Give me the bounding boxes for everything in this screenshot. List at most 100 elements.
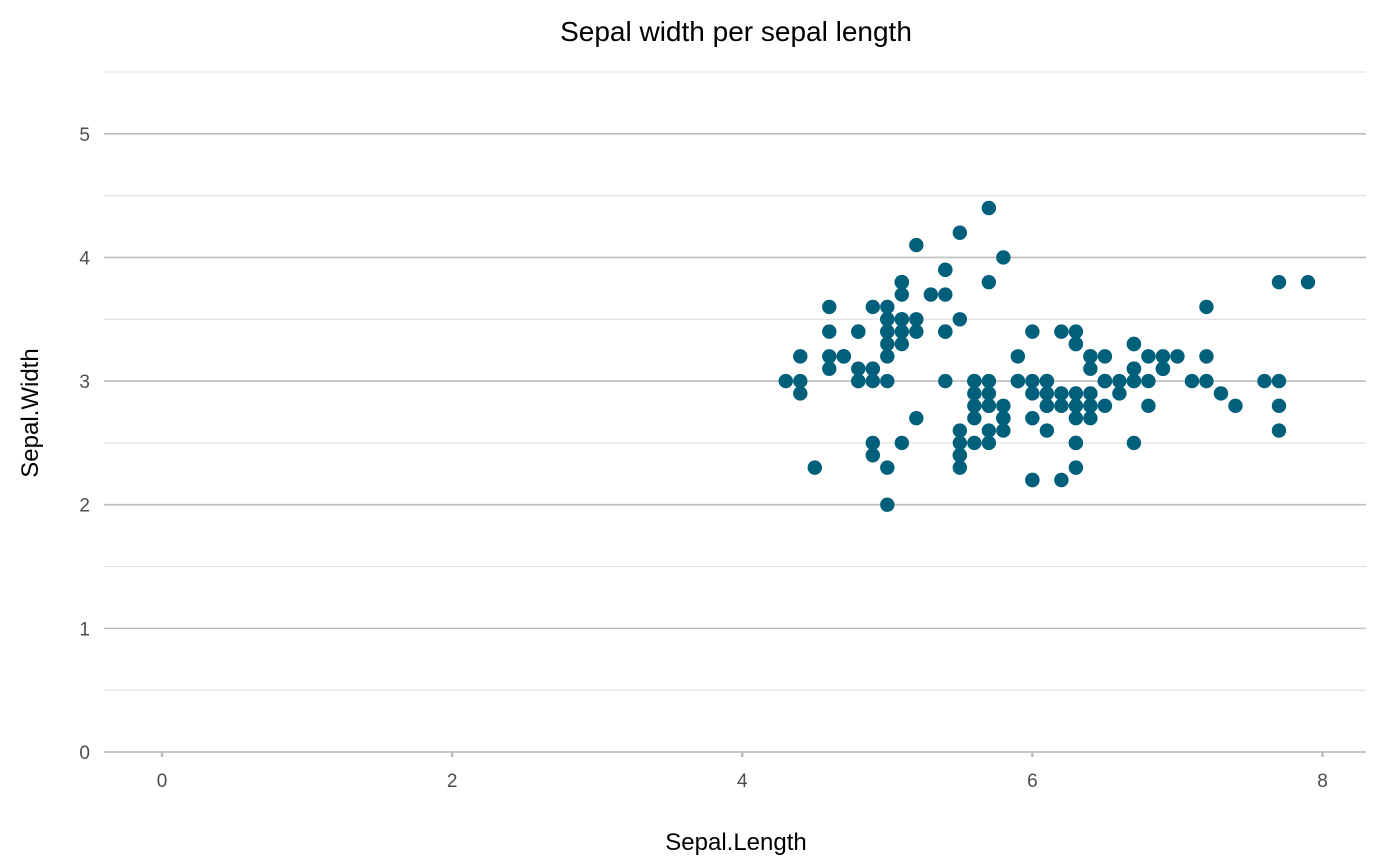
x-tick-label: 4 [737, 771, 748, 792]
data-point [981, 423, 997, 438]
minor-gridlines [104, 71, 1366, 691]
data-point [865, 361, 881, 376]
data-point [880, 497, 895, 512]
data-point [1039, 386, 1055, 401]
data-point [1068, 410, 1084, 426]
data-point [1068, 398, 1084, 414]
data-point [923, 287, 939, 302]
data-point [981, 274, 997, 290]
data-point [880, 349, 895, 364]
data-point [909, 410, 924, 426]
data-point [1097, 398, 1113, 414]
data-point [880, 312, 895, 327]
data-point [1068, 460, 1084, 475]
data-point [1170, 349, 1185, 364]
x-tick-label: 0 [157, 771, 168, 792]
data-point [807, 460, 822, 475]
data-point [952, 448, 968, 463]
data-point [1271, 274, 1287, 290]
data-point [909, 237, 924, 253]
data-point [894, 312, 910, 327]
data-point [938, 287, 953, 302]
x-tick-label: 2 [447, 771, 458, 792]
data-point [836, 349, 851, 364]
data-point [1141, 398, 1156, 414]
data-point [996, 423, 1011, 438]
data-point [1025, 373, 1040, 389]
data-point [822, 361, 837, 376]
data-point [793, 386, 808, 401]
data-point [1054, 386, 1069, 401]
data-point [952, 312, 968, 327]
data-point [793, 373, 808, 389]
data-point [1112, 386, 1127, 401]
y-tick-label: 5 [79, 125, 90, 146]
data-point [865, 373, 881, 389]
data-point [1097, 349, 1113, 364]
data-point [1025, 410, 1040, 426]
data-point [909, 324, 924, 339]
x-tick-label: 8 [1317, 771, 1328, 792]
data-point [822, 349, 837, 364]
data-point [880, 373, 895, 389]
data-point [996, 398, 1011, 414]
data-point [1141, 373, 1156, 389]
data-point [996, 250, 1011, 265]
data-points [778, 200, 1316, 512]
data-point [880, 299, 895, 315]
data-point [967, 373, 982, 389]
data-point [1083, 410, 1098, 426]
data-point [1039, 423, 1055, 438]
y-tick-label: 2 [79, 496, 90, 517]
data-point [865, 299, 881, 315]
data-point [865, 435, 881, 451]
data-point [1054, 472, 1069, 488]
data-point [1199, 299, 1214, 315]
data-point [1025, 386, 1040, 401]
data-point [1083, 398, 1098, 414]
data-point [1271, 373, 1287, 389]
data-point [967, 386, 982, 401]
data-point [1257, 373, 1272, 389]
data-point [894, 435, 910, 451]
data-point [851, 324, 866, 339]
y-axis-title: Sepal.Width [17, 348, 44, 477]
data-point [1112, 373, 1127, 389]
x-axis-title: Sepal.Length [665, 829, 806, 856]
chart-title: Sepal width per sepal length [560, 16, 912, 47]
data-point [1083, 349, 1098, 364]
data-point [1039, 373, 1055, 389]
data-point [1068, 386, 1084, 401]
data-point [1126, 435, 1142, 451]
data-point [1199, 373, 1214, 389]
x-tick-label: 6 [1027, 771, 1038, 792]
data-point [1068, 435, 1084, 451]
data-point [880, 324, 895, 339]
data-point [1126, 373, 1142, 389]
data-point [1141, 349, 1156, 364]
data-point [1097, 373, 1113, 389]
data-point [938, 324, 953, 339]
data-point [967, 410, 982, 426]
data-point [938, 262, 953, 278]
data-point [793, 349, 808, 364]
data-point [1054, 398, 1069, 414]
data-point [1155, 361, 1171, 376]
data-point [1068, 324, 1084, 339]
data-point [894, 336, 910, 352]
data-point [952, 225, 968, 240]
data-point [894, 274, 910, 290]
data-point [1054, 324, 1069, 339]
data-point [967, 398, 982, 414]
data-point [778, 373, 793, 389]
tick-labels: 0 1 2 3 4 5 0 2 4 6 8 [79, 125, 1327, 792]
data-point [1126, 336, 1142, 352]
data-point [1228, 398, 1243, 414]
data-point [952, 435, 968, 451]
data-point [981, 200, 997, 216]
data-point [981, 435, 997, 451]
data-point [909, 312, 924, 327]
data-point [996, 410, 1011, 426]
data-point [880, 336, 895, 352]
